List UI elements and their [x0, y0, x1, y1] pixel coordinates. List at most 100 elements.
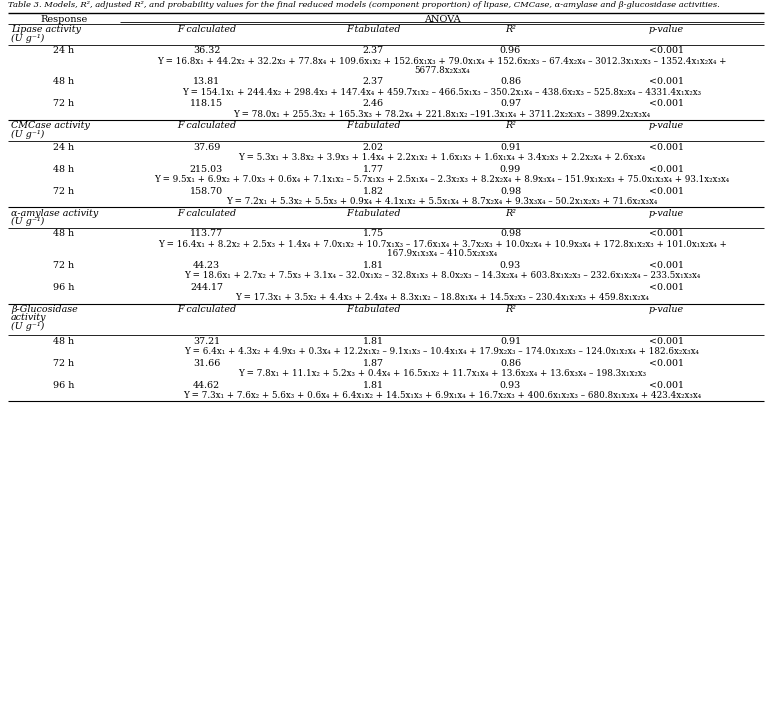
Text: p-value: p-value — [648, 209, 683, 218]
Text: 24 h: 24 h — [53, 142, 75, 152]
Text: 24 h: 24 h — [53, 46, 75, 55]
Text: <0.001: <0.001 — [648, 78, 683, 87]
Text: 48 h: 48 h — [53, 164, 75, 173]
Text: Y = 7.2x₁ + 5.3x₂ + 5.5x₃ + 0.9x₄ + 4.1x₁x₂ + 5.5x₁x₄ + 8.7x₂x₄ + 9.3x₃x₄ – 50.2: Y = 7.2x₁ + 5.3x₂ + 5.5x₃ + 0.9x₄ + 4.1x… — [226, 197, 658, 206]
Text: Y = 7.3x₁ + 7.6x₂ + 5.6x₃ + 0.6x₄ + 6.4x₁x₂ + 14.5x₁x₃ + 6.9x₁x₄ + 16.7x₂x₃ + 40: Y = 7.3x₁ + 7.6x₂ + 5.6x₃ + 0.6x₄ + 6.4x… — [183, 391, 701, 400]
Text: 72 h: 72 h — [53, 359, 75, 367]
Text: 0.96: 0.96 — [500, 46, 521, 55]
Text: Y = 16.4x₁ + 8.2x₂ + 2.5x₃ + 1.4x₄ + 7.0x₁x₂ + 10.7x₁x₃ – 17.6x₁x₄ + 3.7x₂x₃ + 1: Y = 16.4x₁ + 8.2x₂ + 2.5x₃ + 1.4x₄ + 7.0… — [157, 240, 726, 249]
Text: 0.91: 0.91 — [500, 142, 521, 152]
Text: Table 3. Models, R², adjusted R², and probability values for the final reduced m: Table 3. Models, R², adjusted R², and pr… — [8, 1, 720, 9]
Text: 2.37: 2.37 — [362, 46, 384, 55]
Text: 31.66: 31.66 — [193, 359, 220, 367]
Text: Y = 7.8x₁ + 11.1x₂ + 5.2x₃ + 0.4x₄ + 16.5x₁x₂ + 11.7x₁x₄ + 13.6x₂x₄ + 13.6x₃x₄ –: Y = 7.8x₁ + 11.1x₂ + 5.2x₃ + 0.4x₄ + 16.… — [238, 369, 646, 378]
Text: <0.001: <0.001 — [648, 230, 683, 238]
Text: (U g⁻¹): (U g⁻¹) — [11, 217, 44, 226]
Text: 37.21: 37.21 — [193, 336, 220, 345]
Text: F tabulated: F tabulated — [346, 25, 400, 34]
Text: <0.001: <0.001 — [648, 381, 683, 389]
Text: 244.17: 244.17 — [190, 283, 223, 292]
Text: p-value: p-value — [648, 121, 683, 130]
Text: <0.001: <0.001 — [648, 359, 683, 367]
Text: Y = 18.6x₁ + 2.7x₂ + 7.5x₃ + 3.1x₄ – 32.0x₁x₂ – 32.8x₁x₃ + 8.0x₂x₃ – 14.3x₂x₄ + : Y = 18.6x₁ + 2.7x₂ + 7.5x₃ + 3.1x₄ – 32.… — [184, 271, 700, 281]
Text: Y = 78.0x₁ + 255.3x₂ + 165.3x₃ + 78.2x₄ + 221.8x₁x₂ –191.3x₁x₄ + 3711.2x₂x₃x₃ – : Y = 78.0x₁ + 255.3x₂ + 165.3x₃ + 78.2x₄ … — [233, 110, 651, 119]
Text: 0.97: 0.97 — [500, 99, 521, 109]
Text: <0.001: <0.001 — [648, 261, 683, 270]
Text: 44.62: 44.62 — [193, 381, 220, 389]
Text: <0.001: <0.001 — [648, 187, 683, 195]
Text: CMCase activity: CMCase activity — [11, 121, 90, 130]
Text: 0.91: 0.91 — [500, 336, 521, 345]
Text: 0.98: 0.98 — [500, 187, 521, 195]
Text: R²: R² — [505, 121, 516, 130]
Text: 72 h: 72 h — [53, 187, 75, 195]
Text: 167.9x₁x₃x₄ – 410.5x₂x₃x₄: 167.9x₁x₃x₄ – 410.5x₂x₃x₄ — [387, 250, 497, 259]
Text: 44.23: 44.23 — [193, 261, 220, 270]
Text: (U g⁻¹): (U g⁻¹) — [11, 34, 44, 42]
Text: <0.001: <0.001 — [648, 142, 683, 152]
Text: 48 h: 48 h — [53, 230, 75, 238]
Text: 0.86: 0.86 — [500, 78, 521, 87]
Text: 0.93: 0.93 — [500, 261, 521, 270]
Text: <0.001: <0.001 — [648, 283, 683, 292]
Text: (U g⁻¹): (U g⁻¹) — [11, 322, 44, 331]
Text: Y = 5.3x₁ + 3.8x₂ + 3.9x₃ + 1.4x₄ + 2.2x₁x₂ + 1.6x₁x₃ + 1.6x₁x₄ + 3.4x₂x₃ + 2.2x: Y = 5.3x₁ + 3.8x₂ + 3.9x₃ + 1.4x₄ + 2.2x… — [239, 153, 645, 162]
Text: Y = 6.4x₁ + 4.3x₂ + 4.9x₃ + 0.3x₄ + 12.2x₁x₂ – 9.1x₁x₃ – 10.4x₁x₄ + 17.9x₂x₃ – 1: Y = 6.4x₁ + 4.3x₂ + 4.9x₃ + 0.3x₄ + 12.2… — [185, 347, 699, 356]
Text: 1.81: 1.81 — [363, 261, 384, 270]
Text: 1.81: 1.81 — [363, 336, 384, 345]
Text: F calculated: F calculated — [177, 121, 236, 130]
Text: Y = 9.5x₁ + 6.9x₂ + 7.0x₃ + 0.6x₄ + 7.1x₁x₂ – 5.7x₁x₃ + 2.5x₁x₄ – 2.3x₂x₃ + 8.2x: Y = 9.5x₁ + 6.9x₂ + 7.0x₃ + 0.6x₄ + 7.1x… — [154, 175, 730, 184]
Text: 96 h: 96 h — [53, 381, 75, 389]
Text: 36.32: 36.32 — [193, 46, 220, 55]
Text: ANOVA: ANOVA — [424, 15, 460, 23]
Text: 118.15: 118.15 — [190, 99, 223, 109]
Text: F calculated: F calculated — [177, 25, 236, 34]
Text: F calculated: F calculated — [177, 209, 236, 218]
Text: 2.02: 2.02 — [363, 142, 384, 152]
Text: 0.93: 0.93 — [500, 381, 521, 389]
Text: F calculated: F calculated — [177, 305, 236, 314]
Text: 215.03: 215.03 — [190, 164, 223, 173]
Text: Y = 154.1x₁ + 244.4x₂ + 298.4x₃ + 147.4x₄ + 459.7x₁x₂ – 466.5x₁x₃ – 350.2x₁x₄ – : Y = 154.1x₁ + 244.4x₂ + 298.4x₃ + 147.4x… — [182, 88, 702, 97]
Text: 72 h: 72 h — [53, 261, 75, 270]
Text: β-Glucosidase: β-Glucosidase — [11, 305, 78, 314]
Text: (U g⁻¹): (U g⁻¹) — [11, 130, 44, 139]
Text: 13.81: 13.81 — [193, 78, 220, 87]
Text: R²: R² — [505, 305, 516, 314]
Text: <0.001: <0.001 — [648, 336, 683, 345]
Text: F tabulated: F tabulated — [346, 209, 400, 218]
Text: 2.37: 2.37 — [362, 78, 384, 87]
Text: Y = 16.8x₁ + 44.2x₂ + 32.2x₃ + 77.8x₄ + 109.6x₁x₂ + 152.6x₁x₃ + 79.0x₁x₄ + 152.6: Y = 16.8x₁ + 44.2x₂ + 32.2x₃ + 77.8x₄ + … — [157, 56, 726, 66]
Text: R²: R² — [505, 209, 516, 218]
Text: <0.001: <0.001 — [648, 99, 683, 109]
Text: 1.87: 1.87 — [363, 359, 384, 367]
Text: 96 h: 96 h — [53, 283, 75, 292]
Text: 1.77: 1.77 — [363, 164, 384, 173]
Text: 48 h: 48 h — [53, 336, 75, 345]
Text: 0.86: 0.86 — [500, 359, 521, 367]
Text: 1.75: 1.75 — [362, 230, 384, 238]
Text: 5677.8x₂x₃x₄: 5677.8x₂x₃x₄ — [415, 66, 470, 75]
Text: F tabulated: F tabulated — [346, 121, 400, 130]
Text: Response: Response — [40, 15, 88, 23]
Text: p-value: p-value — [648, 305, 683, 314]
Text: <0.001: <0.001 — [648, 164, 683, 173]
Text: 48 h: 48 h — [53, 78, 75, 87]
Text: 158.70: 158.70 — [190, 187, 223, 195]
Text: R²: R² — [505, 25, 516, 34]
Text: 37.69: 37.69 — [193, 142, 220, 152]
Text: 0.98: 0.98 — [500, 230, 521, 238]
Text: p-value: p-value — [648, 25, 683, 34]
Text: 113.77: 113.77 — [190, 230, 223, 238]
Text: activity: activity — [11, 314, 46, 322]
Text: Y = 17.3x₁ + 3.5x₂ + 4.4x₃ + 2.4x₄ + 8.3x₁x₂ – 18.8x₁x₄ + 14.5x₂x₃ – 230.4x₁x₂x₃: Y = 17.3x₁ + 3.5x₂ + 4.4x₃ + 2.4x₄ + 8.3… — [235, 293, 649, 302]
Text: 2.46: 2.46 — [362, 99, 384, 109]
Text: 72 h: 72 h — [53, 99, 75, 109]
Text: 0.99: 0.99 — [500, 164, 521, 173]
Text: 1.82: 1.82 — [363, 187, 384, 195]
Text: <0.001: <0.001 — [648, 46, 683, 55]
Text: F tabulated: F tabulated — [346, 305, 400, 314]
Text: Lipase activity: Lipase activity — [11, 25, 81, 34]
Text: 1.81: 1.81 — [363, 381, 384, 389]
Text: α-amylase activity: α-amylase activity — [11, 209, 98, 218]
